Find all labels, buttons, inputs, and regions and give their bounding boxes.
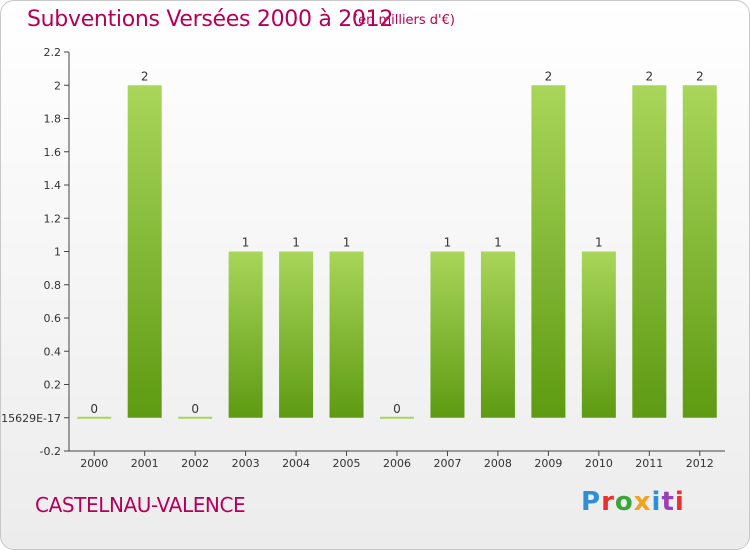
chart-bars [77, 85, 717, 419]
chart-labels: 0 2 0 1 1 1 0 1 1 2 1 2 2 [90, 69, 703, 416]
data-label-2001: 2 [141, 69, 149, 83]
data-label-2004: 1 [292, 236, 300, 250]
chart-axes: -0.2 -1.15629E-17 0.2 0.4 0.6 0.8 1 1.2 1.4 1.6 1.… [1, 46, 725, 470]
y-tick-label: -0.2 [40, 445, 61, 458]
x-tick-label-2010: 2010 [585, 457, 613, 470]
x-tick-label-2005: 2005 [333, 457, 361, 470]
commune-name: CASTELNAU-VALENCE [35, 493, 246, 517]
y-tick-label: 2 [54, 79, 61, 92]
y-tick-label: 0.6 [44, 312, 62, 325]
y-tick-label: 1.6 [44, 146, 62, 159]
chart-unit-subtitle: (en milliers d'€) [353, 13, 455, 28]
bar-2005 [329, 251, 364, 418]
x-tick-label-2002: 2002 [181, 457, 209, 470]
y-tick-label: 1.8 [44, 113, 62, 126]
bar-2002 [178, 416, 213, 419]
x-tick-label-2003: 2003 [232, 457, 260, 470]
y-tick-label: 1 [54, 246, 61, 259]
data-label-2011: 2 [645, 69, 653, 83]
bar-2009 [531, 85, 566, 418]
data-label-2009: 2 [545, 69, 553, 83]
data-label-2005: 1 [343, 236, 351, 250]
chart-title: Subventions Versées 2000 à 2012 [27, 7, 394, 32]
bar-2008 [480, 251, 515, 418]
bar-2011 [632, 85, 667, 418]
bar-2012 [682, 85, 717, 418]
y-tick-label: 0.2 [44, 379, 62, 392]
x-tick-label-2012: 2012 [686, 457, 714, 470]
y-tick-label: -1.15629E-17 [1, 412, 61, 425]
y-tick-label: 0.4 [44, 345, 62, 358]
bar-2004 [279, 251, 314, 418]
x-tick-label-2006: 2006 [383, 457, 411, 470]
proxiti-logo: Proxiti [581, 487, 685, 517]
data-label-2010: 1 [595, 236, 603, 250]
x-tick-label-2011: 2011 [635, 457, 663, 470]
y-tick-label: 2.2 [44, 46, 62, 59]
data-label-2006: 0 [393, 402, 401, 416]
data-label-2008: 1 [494, 236, 502, 250]
data-label-2012: 2 [696, 69, 704, 83]
x-tick-label-2009: 2009 [534, 457, 562, 470]
data-label-2003: 1 [242, 236, 250, 250]
bar-2006 [380, 416, 414, 419]
bar-2001 [127, 85, 162, 418]
x-tick-label-2000: 2000 [80, 457, 108, 470]
x-tick-label-2007: 2007 [433, 457, 461, 470]
bar-2003 [228, 251, 263, 418]
data-label-2000: 0 [90, 402, 98, 416]
x-tick-label-2001: 2001 [131, 457, 159, 470]
data-label-2007: 1 [444, 236, 452, 250]
y-tick-label: 1.2 [44, 212, 62, 225]
x-tick-label-2008: 2008 [484, 457, 512, 470]
y-tick-label: 0.8 [44, 279, 62, 292]
bar-2007 [430, 251, 465, 418]
x-tick-label-2004: 2004 [282, 457, 310, 470]
bar-2000 [77, 416, 112, 419]
bar-2010 [581, 251, 616, 418]
data-label-2002: 0 [191, 402, 199, 416]
y-tick-label: 1.4 [44, 179, 62, 192]
